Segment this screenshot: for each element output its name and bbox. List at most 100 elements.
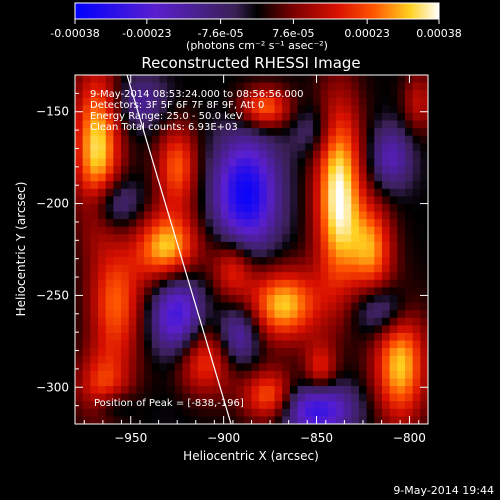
- image-pixel: [90, 97, 99, 106]
- image-pixel: [412, 264, 421, 273]
- image-pixel: [128, 82, 137, 91]
- image-pixel: [274, 203, 283, 213]
- image-pixel: [251, 401, 260, 410]
- image-pixel: [75, 386, 84, 395]
- image-pixel: [167, 90, 176, 99]
- image-pixel: [343, 287, 352, 296]
- image-pixel: [274, 340, 283, 349]
- image-pixel: [113, 340, 122, 349]
- image-pixel: [167, 128, 176, 137]
- image-pixel: [113, 257, 122, 266]
- y-axis-label: Heliocentric Y (arcsec): [14, 182, 28, 317]
- image-pixel: [136, 264, 145, 273]
- image-pixel: [151, 112, 161, 122]
- image-pixel: [236, 241, 245, 251]
- image-pixel: [159, 105, 168, 114]
- image-pixel: [335, 310, 345, 319]
- image-pixel: [297, 370, 306, 380]
- image-pixel: [136, 150, 145, 160]
- image-pixel: [159, 363, 168, 372]
- image-pixel: [205, 241, 214, 251]
- image-pixel: [335, 90, 345, 99]
- image-pixel: [82, 128, 91, 137]
- image-pixel: [404, 348, 414, 357]
- image-pixel: [220, 188, 230, 197]
- image-pixel: [128, 264, 137, 273]
- image-pixel: [297, 112, 306, 122]
- image-pixel: [144, 393, 153, 402]
- image-pixel: [205, 112, 214, 122]
- image-pixel: [320, 325, 329, 334]
- image-pixel: [335, 211, 345, 220]
- image-pixel: [121, 173, 130, 182]
- image-pixel: [312, 386, 322, 395]
- image-pixel: [297, 310, 306, 319]
- image-pixel: [98, 173, 107, 182]
- image-pixel: [82, 264, 91, 273]
- image-pixel: [381, 317, 391, 326]
- image-pixel: [167, 112, 176, 122]
- image-pixel: [105, 158, 114, 167]
- image-pixel: [259, 295, 268, 304]
- image-pixel: [404, 90, 414, 99]
- image-pixel: [98, 310, 107, 319]
- image-pixel: [420, 416, 428, 424]
- image-pixel: [351, 226, 360, 235]
- image-pixel: [335, 416, 345, 424]
- image-pixel: [397, 272, 406, 281]
- image-pixel: [305, 325, 314, 334]
- image-pixel: [251, 416, 260, 424]
- image-pixel: [420, 158, 428, 167]
- image-pixel: [305, 105, 314, 114]
- image-pixel: [358, 105, 368, 114]
- image-pixel: [397, 355, 406, 364]
- image-pixel: [243, 287, 253, 296]
- image-pixel: [389, 82, 398, 91]
- image-pixel: [75, 295, 84, 304]
- image-pixel: [351, 317, 360, 326]
- image-pixel: [312, 302, 322, 311]
- image-pixel: [282, 416, 291, 424]
- image-pixel: [358, 386, 368, 395]
- image-pixel: [128, 287, 137, 296]
- image-pixel: [274, 416, 283, 424]
- image-pixel: [144, 370, 153, 380]
- image-pixel: [335, 150, 345, 160]
- image-pixel: [220, 340, 230, 349]
- image-pixel: [121, 158, 130, 167]
- image-pixel: [174, 150, 184, 160]
- image-pixel: [374, 196, 383, 205]
- image-pixel: [128, 348, 137, 357]
- image-pixel: [243, 143, 253, 152]
- image-pixel: [113, 203, 122, 213]
- image-pixel: [144, 332, 153, 342]
- annotation-detectors: Detectors: 3F 5F 6F 7F 8F 9F, Att 0: [90, 100, 264, 111]
- image-pixel: [328, 416, 337, 424]
- image-pixel: [274, 408, 283, 418]
- image-pixel: [90, 128, 99, 137]
- image-pixel: [259, 75, 268, 84]
- image-pixel: [312, 295, 322, 304]
- image-pixel: [312, 393, 322, 402]
- image-pixel: [151, 401, 161, 410]
- image-pixel: [335, 348, 345, 357]
- image-pixel: [420, 120, 428, 129]
- image-pixel: [335, 249, 345, 258]
- image-pixel: [121, 295, 130, 304]
- image-pixel: [182, 257, 191, 266]
- image-pixel: [404, 370, 414, 380]
- image-pixel: [351, 112, 360, 122]
- image-pixel: [251, 120, 260, 129]
- image-pixel: [305, 340, 314, 349]
- image-pixel: [366, 188, 375, 197]
- image-pixel: [121, 82, 130, 91]
- image-pixel: [289, 370, 299, 380]
- image-pixel: [113, 211, 122, 220]
- image-pixel: [366, 173, 375, 182]
- image-pixel: [159, 332, 168, 342]
- image-pixel: [151, 257, 161, 266]
- image-pixel: [174, 75, 184, 84]
- image-pixel: [121, 287, 130, 296]
- image-pixel: [75, 378, 84, 387]
- image-pixel: [159, 408, 168, 418]
